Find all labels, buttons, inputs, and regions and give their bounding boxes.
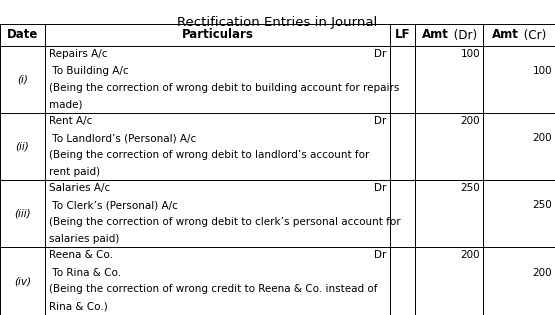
Text: Rent A/c: Rent A/c [49,116,92,126]
Text: (Dr): (Dr) [450,28,477,42]
Text: Amt: Amt [492,28,519,42]
Text: LF: LF [395,28,410,42]
Text: To Rina & Co.: To Rina & Co. [49,267,121,278]
Text: 100: 100 [532,66,552,76]
Text: To Clerk’s (Personal) A/c: To Clerk’s (Personal) A/c [49,200,178,210]
Text: Date: Date [7,28,38,42]
Text: Particulars: Particulars [181,28,254,42]
Text: (Cr): (Cr) [520,28,546,42]
Text: (i): (i) [17,75,28,84]
Text: rent paid): rent paid) [49,167,100,177]
Text: (iv): (iv) [14,276,31,286]
Text: 250: 250 [532,200,552,210]
Text: 200: 200 [532,267,552,278]
Text: (Being the correction of wrong debit to landlord’s account for: (Being the correction of wrong debit to … [49,150,370,160]
Text: Rina & Co.): Rina & Co.) [49,301,108,312]
Text: 200: 200 [461,116,480,126]
Text: Repairs A/c: Repairs A/c [49,49,108,59]
Text: Salaries A/c: Salaries A/c [49,183,110,193]
Text: Dr: Dr [374,183,386,193]
Text: To Building A/c: To Building A/c [49,66,129,76]
Text: 200: 200 [461,250,480,261]
Text: (Being the correction of wrong credit to Reena & Co. instead of: (Being the correction of wrong credit to… [49,284,377,295]
Text: (Being the correction of wrong debit to clerk’s personal account for: (Being the correction of wrong debit to … [49,217,401,227]
Text: made): made) [49,100,83,110]
Text: 250: 250 [460,183,480,193]
Text: (Being the correction of wrong debit to building account for repairs: (Being the correction of wrong debit to … [49,83,400,93]
Text: 100: 100 [461,49,480,59]
Text: salaries paid): salaries paid) [49,234,119,243]
Text: To Landlord’s (Personal) A/c: To Landlord’s (Personal) A/c [49,133,196,143]
Text: Dr: Dr [374,250,386,261]
Text: Rectification Entries in Journal: Rectification Entries in Journal [178,16,377,29]
Text: Dr: Dr [374,49,386,59]
Text: (iii): (iii) [14,209,31,219]
Text: Amt: Amt [422,28,449,42]
Text: Dr: Dr [374,116,386,126]
Text: 200: 200 [532,133,552,143]
Text: (ii): (ii) [16,141,29,152]
Text: Reena & Co.: Reena & Co. [49,250,113,261]
